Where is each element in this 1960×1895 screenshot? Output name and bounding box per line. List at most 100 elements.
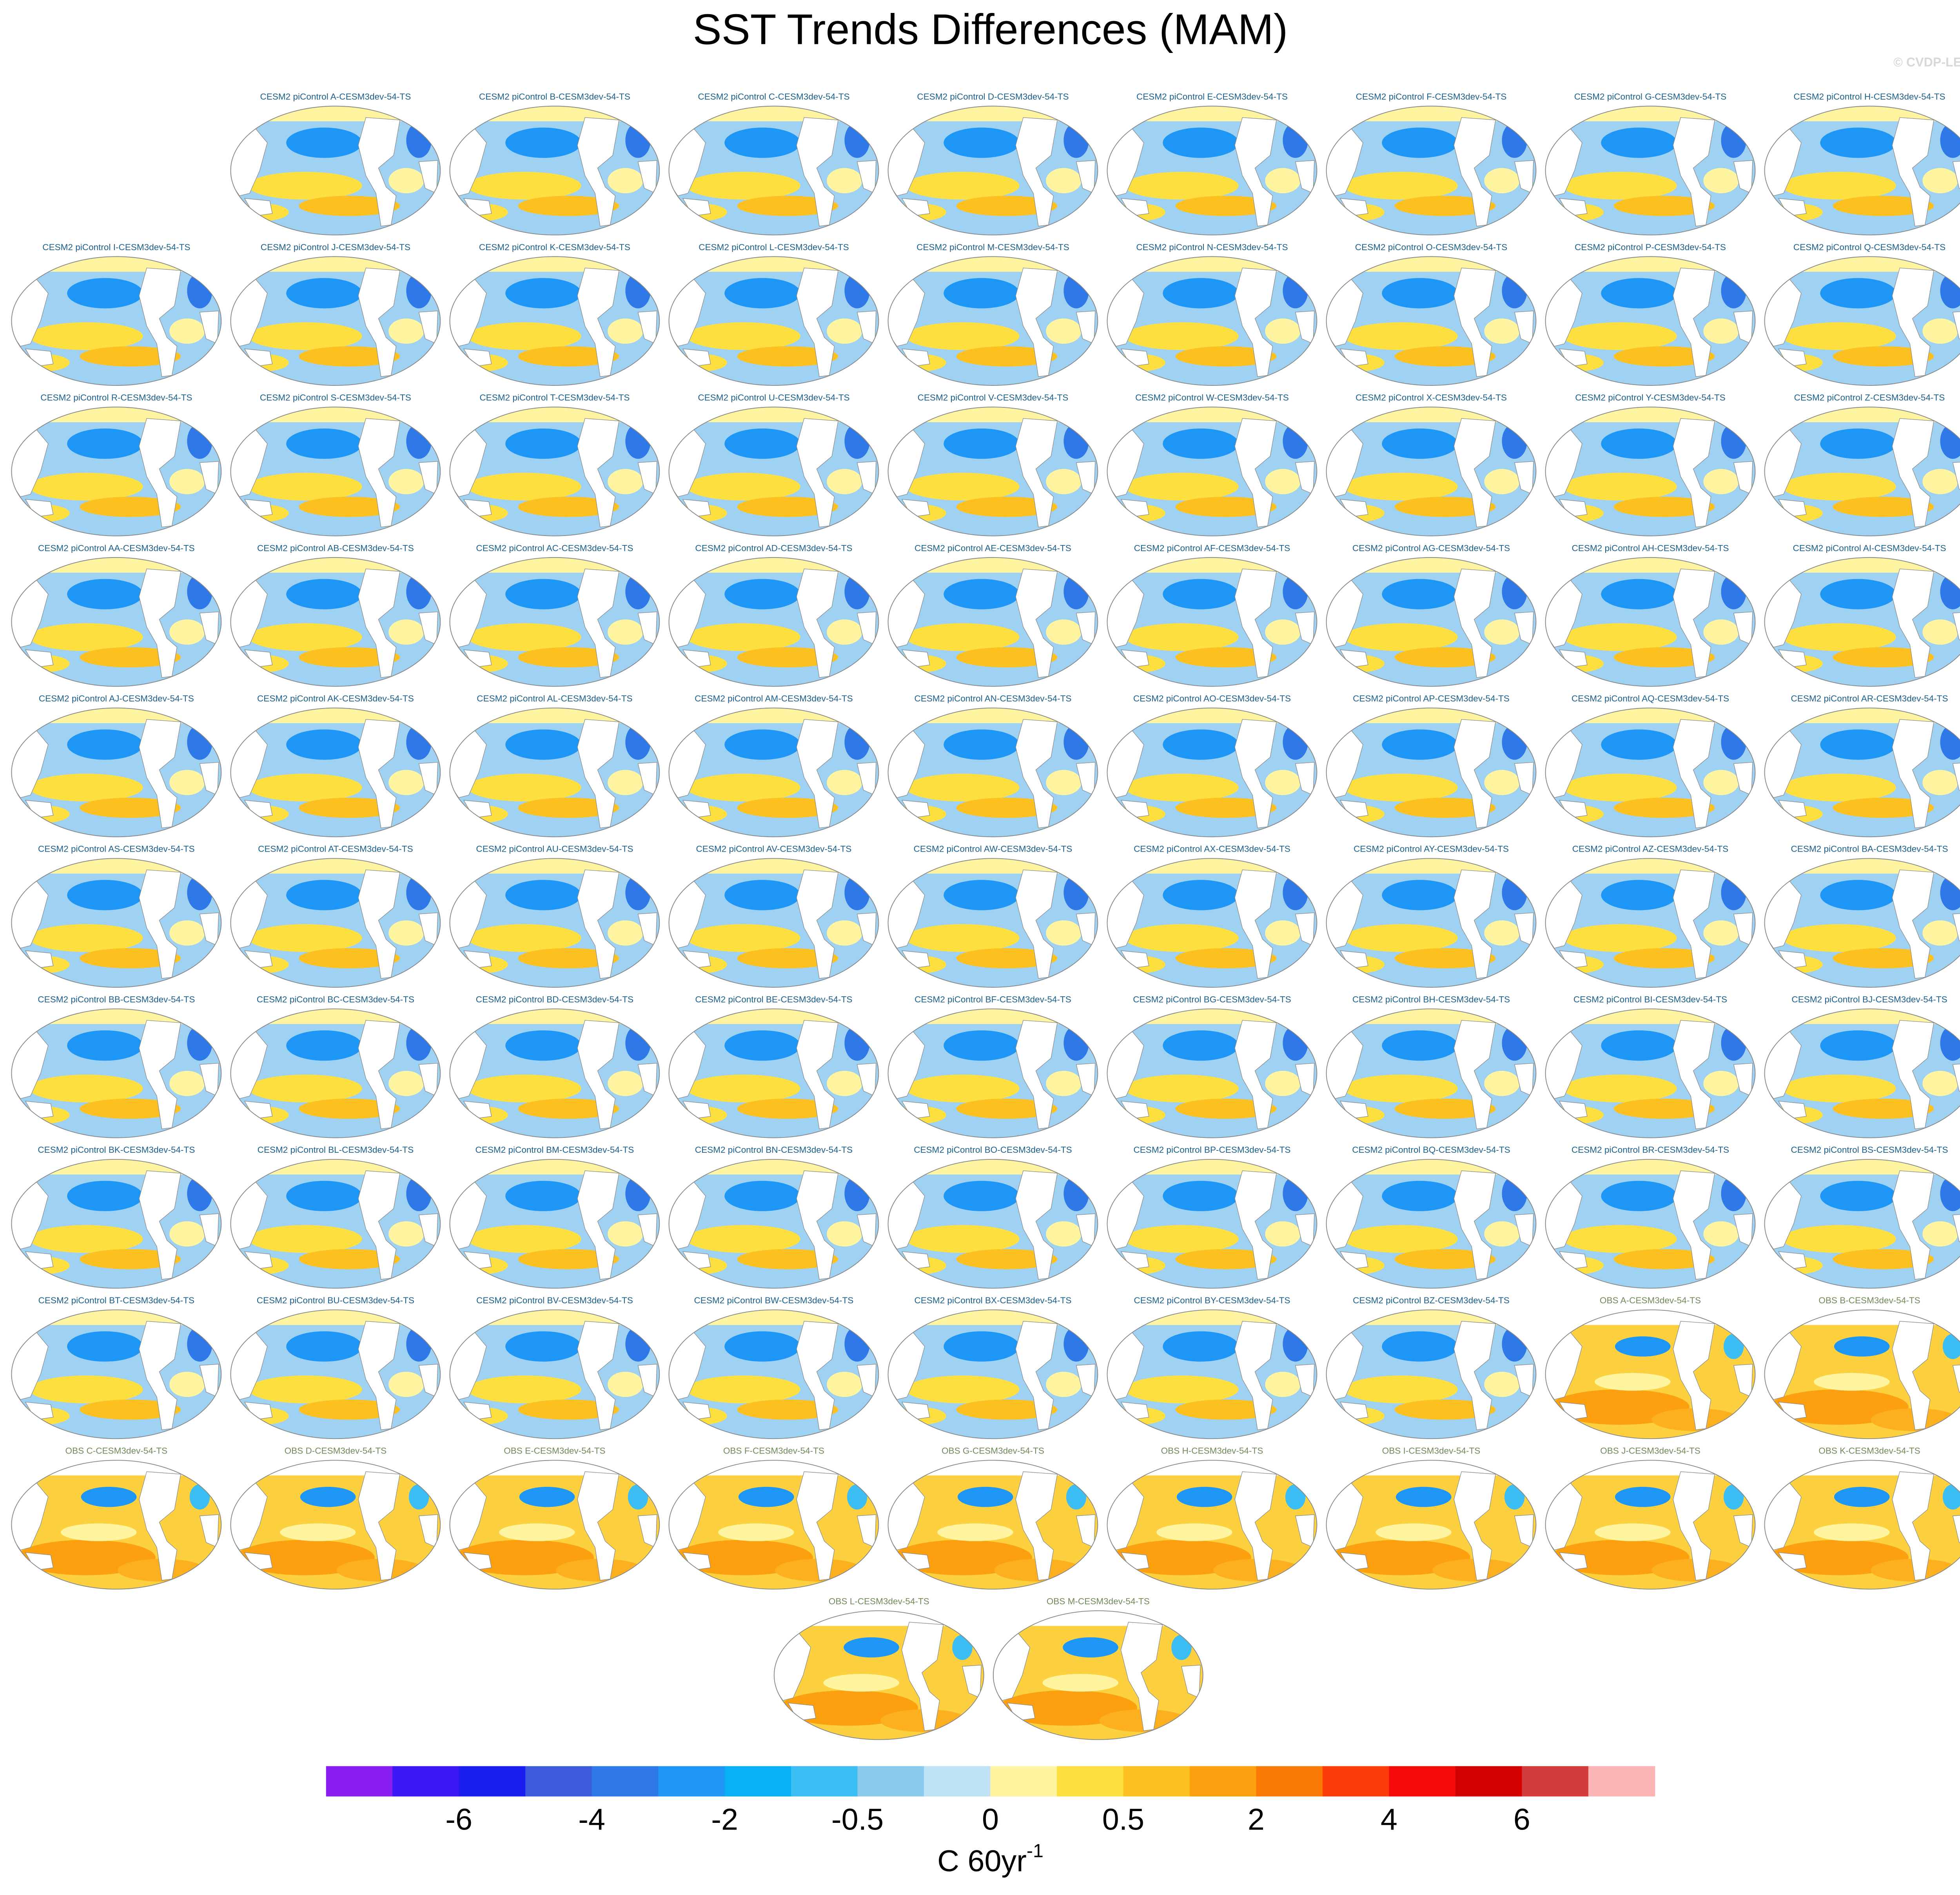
map-panel: OBS H-CESM3dev-54-TS <box>1106 1446 1318 1590</box>
panel-title: CESM2 piControl BI-CESM3dev-54-TS <box>1573 994 1727 1004</box>
map-panel: CESM2 piControl AM-CESM3dev-54-TS <box>668 694 880 838</box>
map-image <box>1325 707 1537 838</box>
panel-title: OBS F-CESM3dev-54-TS <box>723 1446 824 1456</box>
panel-title: CESM2 piControl AT-CESM3dev-54-TS <box>258 844 413 854</box>
map-image <box>668 105 880 236</box>
panel-title: CESM2 piControl BG-CESM3dev-54-TS <box>1133 994 1291 1004</box>
panel-title: CESM2 piControl B-CESM3dev-54-TS <box>479 92 630 102</box>
colorbar-swatch <box>592 1766 659 1797</box>
map-image <box>229 105 441 236</box>
colorbar-swatch <box>459 1766 526 1797</box>
panel-title: CESM2 piControl AQ-CESM3dev-54-TS <box>1572 694 1729 703</box>
map-panel: CESM2 piControl L-CESM3dev-54-TS <box>668 242 880 387</box>
map-image <box>1106 255 1318 387</box>
map-panel: CESM2 piControl BR-CESM3dev-54-TS <box>1544 1145 1756 1289</box>
map-panel: CESM2 piControl AW-CESM3dev-54-TS <box>887 844 1099 988</box>
panel-title: CESM2 piControl L-CESM3dev-54-TS <box>699 242 849 252</box>
panel-title: OBS M-CESM3dev-54-TS <box>1047 1596 1150 1606</box>
panel-title: CESM2 piControl AE-CESM3dev-54-TS <box>915 543 1071 553</box>
colorbar-tick-label: 0.5 <box>1102 1803 1144 1837</box>
map-panel: CESM2 piControl A-CESM3dev-54-TS <box>229 92 441 236</box>
map-image <box>668 857 880 988</box>
map-panel: OBS I-CESM3dev-54-TS <box>1325 1446 1537 1590</box>
map-image <box>1544 105 1756 236</box>
map-image <box>1544 556 1756 688</box>
map-panel: CESM2 piControl BW-CESM3dev-54-TS <box>668 1295 880 1440</box>
map-panel: CESM2 piControl AV-CESM3dev-54-TS <box>668 844 880 988</box>
panel-title: CESM2 piControl AX-CESM3dev-54-TS <box>1134 844 1290 854</box>
panel-title: OBS B-CESM3dev-54-TS <box>1818 1295 1920 1305</box>
colorbar-swatch <box>990 1766 1057 1797</box>
panel-title: CESM2 piControl BD-CESM3dev-54-TS <box>476 994 633 1004</box>
map-image <box>1763 1308 1960 1440</box>
map-image <box>773 1610 985 1741</box>
panel-title: CESM2 piControl BV-CESM3dev-54-TS <box>476 1295 633 1305</box>
map-image <box>229 857 441 988</box>
map-panel: OBS A-CESM3dev-54-TS <box>1544 1295 1756 1440</box>
panel-title: CESM2 piControl BH-CESM3dev-54-TS <box>1352 994 1510 1004</box>
map-image <box>229 255 441 387</box>
map-image <box>229 406 441 537</box>
map-image <box>448 105 661 236</box>
colorbar-unit: C 60yr <box>937 1844 1027 1878</box>
map-image <box>1106 1008 1318 1139</box>
map-panel: CESM2 piControl AO-CESM3dev-54-TS <box>1106 694 1318 838</box>
map-image <box>448 1308 661 1440</box>
map-panel: CESM2 piControl T-CESM3dev-54-TS <box>448 393 661 537</box>
map-panel: CESM2 piControl W-CESM3dev-54-TS <box>1106 393 1318 537</box>
map-image <box>1106 1308 1318 1440</box>
map-image <box>10 1459 222 1590</box>
map-image <box>10 406 222 537</box>
panel-title: CESM2 piControl BL-CESM3dev-54-TS <box>258 1145 414 1155</box>
map-panel: CESM2 piControl BJ-CESM3dev-54-TS <box>1763 994 1960 1139</box>
panel-title: CESM2 piControl U-CESM3dev-54-TS <box>698 393 849 403</box>
colorbar-tick-label: -6 <box>445 1803 472 1837</box>
panel-title: CESM2 piControl BZ-CESM3dev-54-TS <box>1353 1295 1510 1305</box>
map-panel: CESM2 piControl X-CESM3dev-54-TS <box>1325 393 1537 537</box>
panel-title: CESM2 piControl BE-CESM3dev-54-TS <box>695 994 852 1004</box>
panel-title: CESM2 piControl H-CESM3dev-54-TS <box>1793 92 1945 102</box>
map-panel: CESM2 piControl BA-CESM3dev-54-TS <box>1763 844 1960 988</box>
colorbar-swatch <box>791 1766 858 1797</box>
map-panel: CESM2 piControl AJ-CESM3dev-54-TS <box>10 694 222 838</box>
map-image <box>1544 1308 1756 1440</box>
map-image <box>1544 857 1756 988</box>
map-image <box>1106 556 1318 688</box>
map-panel: CESM2 piControl BE-CESM3dev-54-TS <box>668 994 880 1139</box>
map-panel: CESM2 piControl AL-CESM3dev-54-TS <box>448 694 661 838</box>
map-image <box>1325 1158 1537 1290</box>
panel-title: CESM2 piControl G-CESM3dev-54-TS <box>1574 92 1726 102</box>
map-panel: OBS C-CESM3dev-54-TS <box>10 1446 222 1590</box>
panel-title: OBS E-CESM3dev-54-TS <box>504 1446 605 1456</box>
map-panel: CESM2 piControl AC-CESM3dev-54-TS <box>448 543 661 687</box>
map-panel: CESM2 piControl AD-CESM3dev-54-TS <box>668 543 880 687</box>
panel-title: CESM2 piControl AK-CESM3dev-54-TS <box>257 694 414 703</box>
map-panel: CESM2 piControl BS-CESM3dev-54-TS <box>1763 1145 1960 1289</box>
map-image <box>448 1158 661 1290</box>
panel-grid: CESM2 piControl A-CESM3dev-54-TS CESM2 pi… <box>10 92 1960 1741</box>
map-image <box>668 1308 880 1440</box>
map-panel: OBS M-CESM3dev-54-TS <box>992 1596 1204 1741</box>
map-panel: OBS K-CESM3dev-54-TS <box>1763 1446 1960 1590</box>
map-panel: CESM2 piControl N-CESM3dev-54-TS <box>1106 242 1318 387</box>
map-panel: CESM2 piControl O-CESM3dev-54-TS <box>1325 242 1537 387</box>
map-image <box>10 556 222 688</box>
panel-title: CESM2 piControl A-CESM3dev-54-TS <box>260 92 411 102</box>
map-image <box>887 406 1099 537</box>
map-image <box>1325 105 1537 236</box>
colorbar-tick-label: -2 <box>711 1803 738 1837</box>
map-image <box>448 406 661 537</box>
map-panel: CESM2 piControl J-CESM3dev-54-TS <box>229 242 441 387</box>
map-image <box>668 1008 880 1139</box>
panel-title: CESM2 piControl M-CESM3dev-54-TS <box>916 242 1069 252</box>
panel-title: OBS L-CESM3dev-54-TS <box>829 1596 929 1606</box>
panel-title: CESM2 piControl AN-CESM3dev-54-TS <box>914 694 1071 703</box>
map-image <box>229 1308 441 1440</box>
panel-title: CESM2 piControl Y-CESM3dev-54-TS <box>1575 393 1725 403</box>
map-panel: CESM2 piControl R-CESM3dev-54-TS <box>10 393 222 537</box>
map-image <box>887 255 1099 387</box>
map-panel: CESM2 piControl BQ-CESM3dev-54-TS <box>1325 1145 1537 1289</box>
map-image <box>1106 105 1318 236</box>
panel-title: OBS G-CESM3dev-54-TS <box>942 1446 1044 1456</box>
panel-title: CESM2 piControl AM-CESM3dev-54-TS <box>695 694 853 703</box>
